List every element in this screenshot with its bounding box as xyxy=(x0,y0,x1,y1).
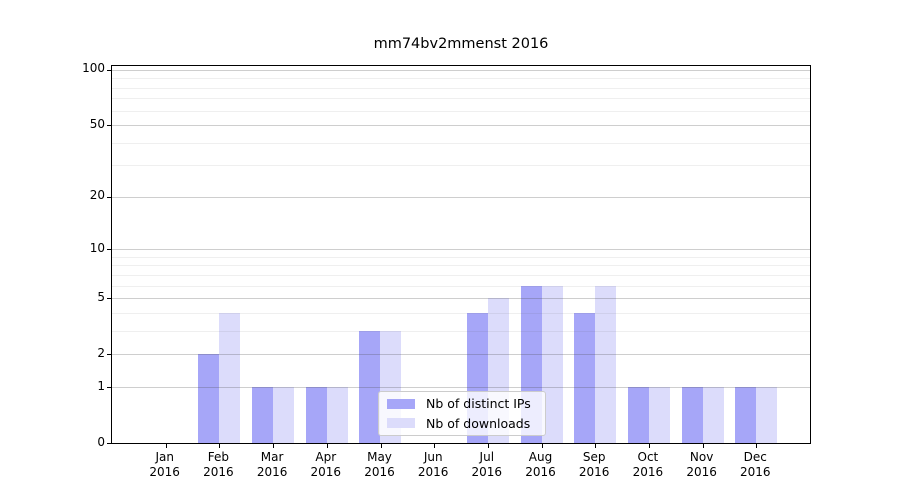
gridline-10 xyxy=(112,249,810,251)
x-tick-mark-may xyxy=(380,444,382,448)
bar-downloads-aug xyxy=(541,285,563,443)
x-tick-label-jan: Jan 2016 xyxy=(149,450,180,479)
bar-downloads-dec xyxy=(756,386,778,443)
x-tick-mark-sep xyxy=(595,444,597,448)
gridline-minor-80 xyxy=(112,87,810,89)
gridline-minor-6 xyxy=(112,285,810,287)
x-tick-mark-oct xyxy=(648,444,650,448)
gridline-minor-90 xyxy=(112,78,810,80)
bar-distinct-ips-apr xyxy=(305,386,327,443)
gridline-minor-60 xyxy=(112,110,810,112)
x-tick-mark-jul xyxy=(487,444,489,448)
gridline-50 xyxy=(112,125,810,127)
x-tick-label-apr: Apr 2016 xyxy=(310,450,342,479)
bar-downloads-sep xyxy=(595,285,617,443)
y-tick-label-100: 100 xyxy=(82,61,105,76)
y-tick-label-2: 2 xyxy=(97,345,105,360)
bar-distinct-ips-mar xyxy=(252,386,274,443)
y-tick-label-5: 5 xyxy=(97,289,105,304)
bar-downloads-apr xyxy=(326,386,348,443)
gridline-2 xyxy=(112,354,810,356)
gridline-minor-9 xyxy=(112,256,810,258)
bar-distinct-ips-sep xyxy=(574,312,596,443)
gridline-20 xyxy=(112,196,810,198)
gridline-minor-3 xyxy=(112,330,810,332)
gridline-minor-8 xyxy=(112,265,810,267)
x-tick-mark-dec xyxy=(756,444,758,448)
x-tick-label-jun: Jun 2016 xyxy=(417,450,449,479)
gridline-5 xyxy=(112,298,810,300)
y-tick-label-20: 20 xyxy=(89,188,105,203)
y-tick-mark-100 xyxy=(107,69,111,71)
plot-area: Nb of distinct IPs Nb of downloads xyxy=(107,65,811,448)
bar-distinct-ips-oct xyxy=(627,386,649,443)
bar-distinct-ips-dec xyxy=(735,386,757,443)
y-tick-label-1: 1 xyxy=(97,378,105,393)
bar-downloads-mar xyxy=(273,386,295,443)
x-tick-label-oct: Oct 2016 xyxy=(632,450,664,479)
x-tick-label-nov: Nov 2016 xyxy=(686,450,717,479)
bar-distinct-ips-may xyxy=(359,330,381,443)
y-tick-mark-0 xyxy=(107,443,111,444)
x-tick-label-aug: Aug 2016 xyxy=(525,450,556,479)
legend-entry-downloads: Nb of downloads xyxy=(387,416,545,431)
x-tick-label-feb: Feb 2016 xyxy=(203,450,234,479)
gridline-minor-70 xyxy=(112,98,810,100)
legend-swatch-downloads xyxy=(387,418,415,429)
gridline-minor-7 xyxy=(112,274,810,276)
legend-entry-distinct-ips: Nb of distinct IPs xyxy=(387,396,545,411)
x-tick-mark-jan xyxy=(165,444,167,448)
x-tick-label-jul: Jul 2016 xyxy=(471,450,503,479)
gridline-minor-4 xyxy=(112,312,810,314)
x-tick-mark-apr xyxy=(326,444,328,448)
x-tick-mark-nov xyxy=(702,444,704,448)
x-tick-mark-mar xyxy=(273,444,275,448)
gridline-minor-30 xyxy=(112,165,810,167)
bar-downloads-nov xyxy=(702,386,724,443)
y-tick-label-10: 10 xyxy=(89,240,105,255)
y-tick-mark-1 xyxy=(107,387,111,388)
x-tick-label-mar: Mar 2016 xyxy=(256,450,288,479)
x-tick-label-sep: Sep 2016 xyxy=(578,450,610,479)
bar-distinct-ips-feb xyxy=(198,354,220,443)
x-tick-mark-aug xyxy=(541,444,543,448)
y-tick-mark-5 xyxy=(107,298,111,300)
legend: Nb of distinct IPs Nb of downloads xyxy=(378,391,546,436)
bar-distinct-ips-nov xyxy=(681,386,703,443)
legend-label-distinct-ips: Nb of distinct IPs xyxy=(426,396,531,412)
x-tick-label-dec: Dec 2016 xyxy=(740,450,771,479)
y-tick-label-50: 50 xyxy=(89,116,105,131)
legend-swatch-distinct-ips xyxy=(387,398,415,409)
y-tick-mark-10 xyxy=(107,249,111,251)
legend-label-downloads: Nb of downloads xyxy=(426,415,531,431)
y-tick-label-0: 0 xyxy=(97,434,105,449)
chart-title: mm74bv2mmenst 2016 xyxy=(373,36,549,52)
x-tick-mark-jun xyxy=(434,444,436,448)
bar-downloads-feb xyxy=(219,312,241,443)
y-tick-mark-2 xyxy=(107,354,111,356)
gridline-100 xyxy=(112,69,810,71)
x-tick-mark-feb xyxy=(219,444,221,448)
x-tick-label-may: May 2016 xyxy=(364,450,395,479)
y-tick-mark-50 xyxy=(107,125,111,127)
bar-downloads-oct xyxy=(648,386,670,443)
y-tick-mark-20 xyxy=(107,196,111,198)
gridline-minor-40 xyxy=(112,142,810,144)
gridline-1 xyxy=(112,387,810,388)
